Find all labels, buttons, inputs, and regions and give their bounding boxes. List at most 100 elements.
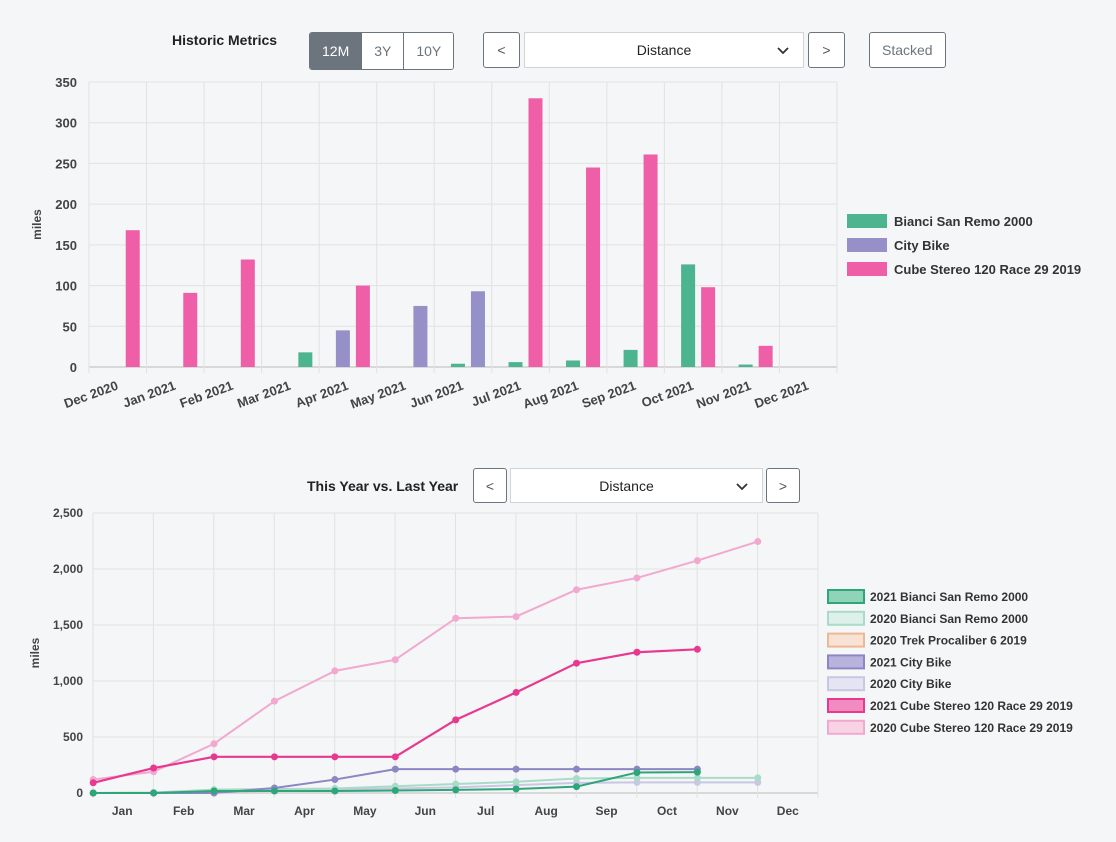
bar <box>701 287 716 367</box>
stacked-wrap: Stacked <box>869 32 946 68</box>
y-tick-label: 2,500 <box>53 506 83 520</box>
data-point <box>331 667 339 675</box>
y-tick-label: 0 <box>70 360 77 375</box>
x-tick-label: Apr <box>294 804 315 818</box>
legend-swatch <box>827 589 865 604</box>
data-point <box>89 779 97 787</box>
legend-label: City Bike <box>894 238 950 253</box>
chevron-down-icon <box>736 483 748 491</box>
y-tick-label: 0 <box>76 786 83 800</box>
bottom-metric-select[interactable]: Distance <box>510 468 763 503</box>
y-tick-label: 150 <box>55 238 77 253</box>
data-point <box>210 753 218 761</box>
data-point <box>512 765 520 773</box>
range-button-group: 12M 3Y 10Y <box>309 32 455 70</box>
data-point <box>331 787 339 795</box>
data-point <box>633 648 641 656</box>
x-tick-label: Apr 2021 <box>293 378 350 411</box>
y-tick-label: 350 <box>55 75 77 90</box>
x-tick-label: Mar <box>233 804 255 818</box>
data-point <box>331 776 339 784</box>
x-tick-label: Nov 2021 <box>694 378 753 412</box>
data-point <box>693 645 701 653</box>
bar <box>355 285 370 367</box>
data-point <box>150 764 158 772</box>
x-tick-label: May <box>353 804 377 818</box>
legend-swatch <box>827 610 865 626</box>
bottom-prev-metric-button[interactable]: < <box>473 468 507 503</box>
stacked-toggle-button[interactable]: Stacked <box>869 32 946 68</box>
data-point <box>331 753 339 761</box>
x-tick-label: Mar 2021 <box>235 378 292 411</box>
y-tick-label: 200 <box>55 197 77 212</box>
x-tick-label: Feb <box>173 804 194 818</box>
bar <box>298 352 313 367</box>
data-point <box>512 778 520 786</box>
x-tick-label: Feb 2021 <box>178 378 235 411</box>
top-next-metric-button[interactable]: > <box>808 32 845 68</box>
legend-label: 2020 Bianci San Remo 2000 <box>870 612 1028 626</box>
data-point <box>754 774 762 782</box>
legend-swatch <box>847 262 887 276</box>
yoy-title: This Year vs. Last Year <box>307 478 459 494</box>
data-point <box>573 774 581 782</box>
range-selector: 12M 3Y 10Y <box>309 32 455 70</box>
legend-swatch <box>827 632 865 648</box>
range-3y-button[interactable]: 3Y <box>361 33 404 69</box>
legend-label: 2021 Bianci San Remo 2000 <box>870 590 1028 604</box>
historic-bar-chart: 0 50 100 150 200 250 300 350 miles Dec 2020 Jan 20… <box>30 75 1081 412</box>
x-tick-label: Jun <box>415 804 436 818</box>
x-tick-label: Jul 2021 <box>469 378 522 410</box>
y-tick-label: 300 <box>55 116 77 131</box>
data-point <box>391 765 399 773</box>
legend-label: 2020 City Bike <box>870 677 952 691</box>
bottom-metric-value: Distance <box>599 477 654 494</box>
legend-swatch <box>847 214 887 228</box>
bar <box>508 362 523 367</box>
bottom-metric-nav: < Distance > <box>473 468 800 503</box>
data-point <box>573 586 581 594</box>
bar <box>681 264 696 367</box>
y-axis-label: miles <box>28 637 42 668</box>
data-point <box>633 574 641 582</box>
bar <box>623 349 638 367</box>
data-point <box>633 769 641 777</box>
legend-swatch <box>847 238 887 252</box>
data-point <box>391 787 399 795</box>
data-point <box>512 785 520 793</box>
legend-label: Cube Stereo 120 Race 29 2019 <box>894 262 1081 277</box>
data-point <box>391 656 399 664</box>
top-metric-select[interactable]: Distance <box>524 32 804 68</box>
y-tick-label: 100 <box>55 279 77 294</box>
x-tick-label: Dec 2021 <box>752 378 810 411</box>
data-point <box>452 780 460 788</box>
data-point <box>693 557 701 565</box>
data-point <box>512 688 520 696</box>
data-point <box>391 753 399 761</box>
range-12m-button[interactable]: 12M <box>310 33 362 69</box>
legend-swatch <box>827 719 865 735</box>
data-point <box>452 614 460 622</box>
bar <box>566 360 581 367</box>
top-metric-value: Distance <box>636 42 692 58</box>
y-tick-label: 250 <box>55 156 77 171</box>
x-tick-label: Aug <box>534 804 557 818</box>
series-line <box>93 540 759 781</box>
x-tick-label: Aug 2021 <box>521 378 580 412</box>
data-point <box>452 786 460 794</box>
legend-swatch <box>827 654 865 670</box>
bar <box>450 363 465 367</box>
y-tick-label: 50 <box>63 319 77 334</box>
x-tick-label: Oct <box>657 804 677 818</box>
bar <box>643 154 658 367</box>
legend-label: 2020 Cube Stereo 120 Race 29 2019 <box>870 721 1073 735</box>
bar <box>758 345 773 367</box>
x-tick-label: Dec 2020 <box>62 378 120 411</box>
data-point <box>754 538 762 546</box>
bar <box>586 167 601 367</box>
series-line <box>93 776 758 794</box>
top-prev-metric-button[interactable]: < <box>483 32 520 68</box>
bottom-next-metric-button[interactable]: > <box>766 468 800 503</box>
bar <box>125 230 140 367</box>
range-10y-button[interactable]: 10Y <box>403 33 454 69</box>
